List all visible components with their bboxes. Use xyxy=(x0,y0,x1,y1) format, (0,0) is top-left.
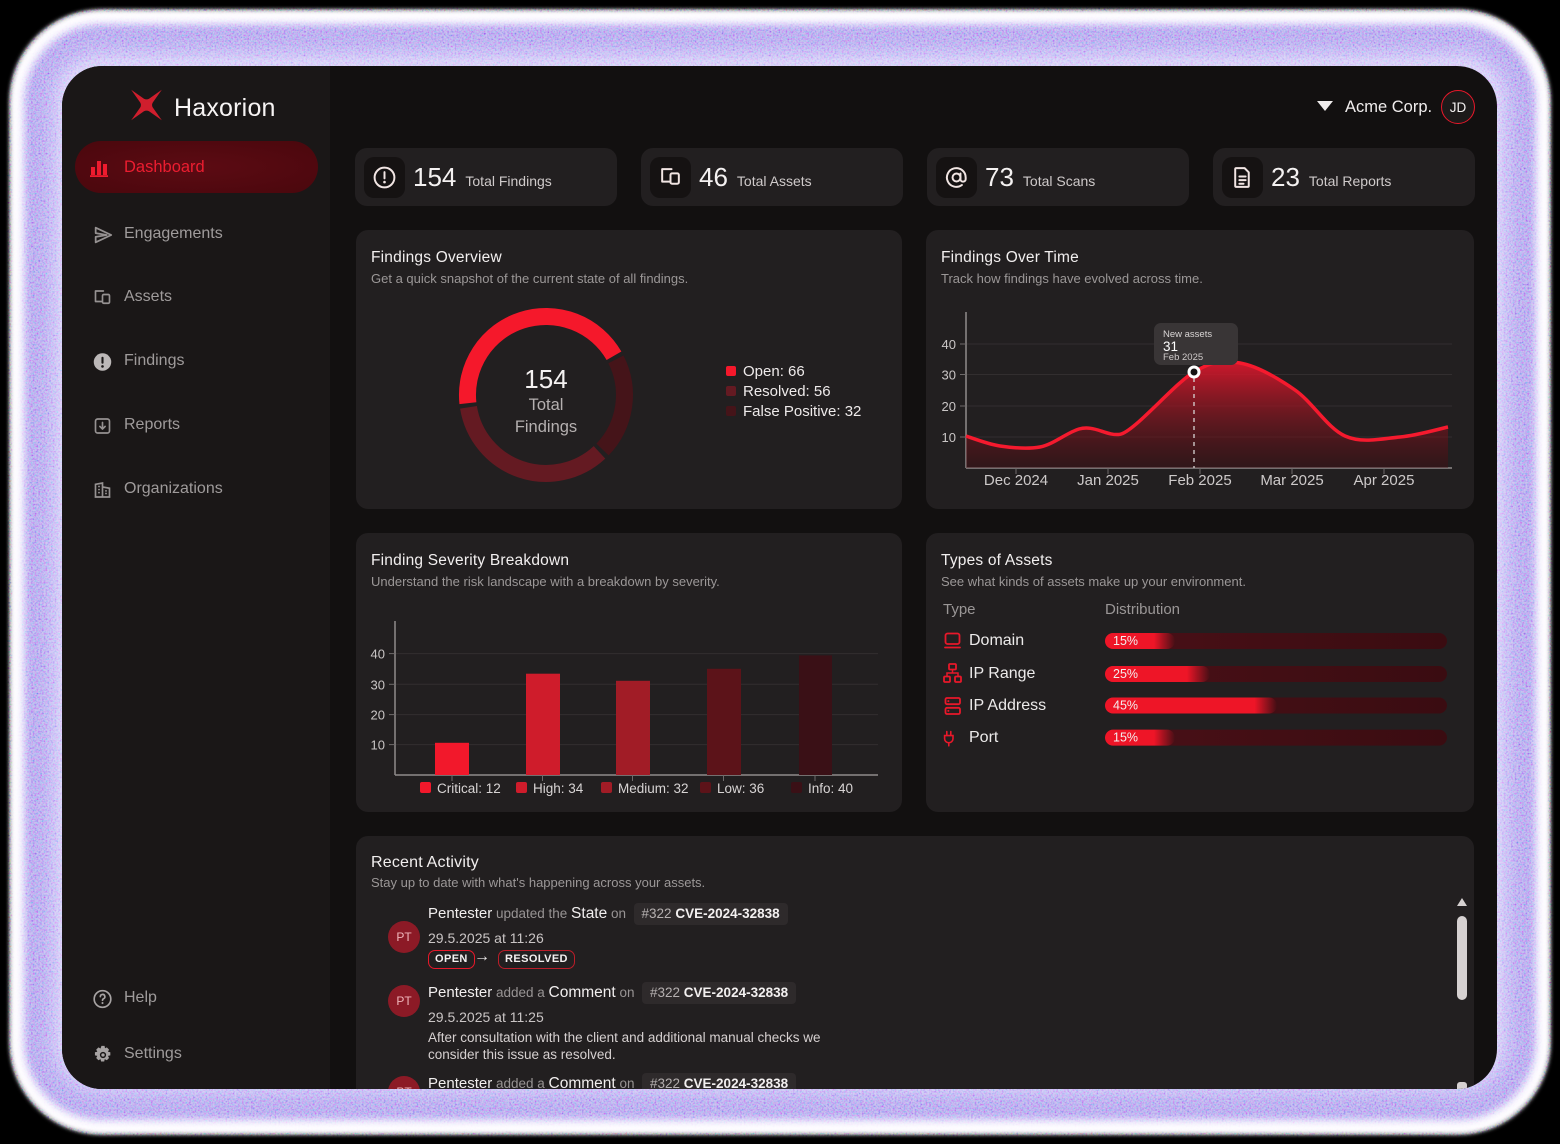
svg-text:False Positive: 32: False Positive: 32 xyxy=(743,403,861,420)
svg-text:Domain: Domain xyxy=(969,632,1024,649)
svg-text:15%: 15% xyxy=(1113,634,1138,648)
svg-text:Low: 36: Low: 36 xyxy=(717,781,764,796)
svg-text:31: 31 xyxy=(1163,339,1178,354)
svg-text:30: 30 xyxy=(371,677,385,692)
svg-text:30: 30 xyxy=(942,368,956,383)
svg-text:IP Range: IP Range xyxy=(969,665,1036,682)
svg-text:IP Address: IP Address xyxy=(969,697,1046,714)
svg-text:40: 40 xyxy=(371,647,385,662)
svg-text:Feb 2025: Feb 2025 xyxy=(1163,352,1203,363)
svg-text:40: 40 xyxy=(942,337,956,352)
svg-text:Mar 2025: Mar 2025 xyxy=(1260,472,1323,489)
svg-text:Jan 2025: Jan 2025 xyxy=(1077,472,1139,489)
svg-text:Apr 2025: Apr 2025 xyxy=(1354,472,1415,489)
svg-text:Medium: 32: Medium: 32 xyxy=(618,781,689,796)
svg-text:Resolved: 56: Resolved: 56 xyxy=(743,383,831,400)
svg-text:Open: 66: Open: 66 xyxy=(743,363,805,380)
svg-text:New assets: New assets xyxy=(1163,329,1212,340)
svg-text:45%: 45% xyxy=(1113,699,1138,713)
svg-text:20: 20 xyxy=(942,399,956,414)
svg-text:10: 10 xyxy=(942,430,956,445)
svg-text:Critical: 12: Critical: 12 xyxy=(437,781,501,796)
svg-text:Feb 2025: Feb 2025 xyxy=(1168,472,1231,489)
svg-text:Findings: Findings xyxy=(515,418,577,436)
svg-text:Dec 2024: Dec 2024 xyxy=(984,472,1048,489)
svg-text:20: 20 xyxy=(371,708,385,723)
svg-text:154: 154 xyxy=(524,364,567,394)
svg-text:Port: Port xyxy=(969,729,999,746)
svg-text:Total: Total xyxy=(529,396,564,414)
svg-text:25%: 25% xyxy=(1113,667,1138,681)
svg-text:High: 34: High: 34 xyxy=(533,781,584,796)
svg-text:10: 10 xyxy=(371,738,385,753)
svg-text:Info: 40: Info: 40 xyxy=(808,781,853,796)
svg-text:15%: 15% xyxy=(1113,731,1138,745)
